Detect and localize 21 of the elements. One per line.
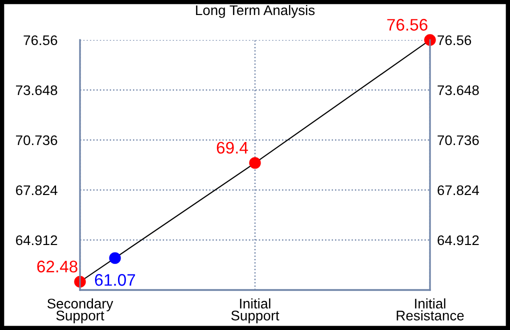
point [424,34,436,46]
y2-tick-label: 70.736 [438,135,479,146]
y2-tick-label: 67.824 [438,185,480,196]
annotation: 61.07 [94,274,136,286]
data-label: 62.48 [37,260,78,272]
y-tick-label: 67.824 [16,185,58,196]
point [249,157,261,169]
y2-tick-label: 73.648 [438,85,479,96]
chart-title: Long Term Analysis [196,4,315,18]
data-label: 69.4 [216,142,248,154]
data-label: 76.56 [387,18,428,31]
x-tick-label: Secondary Support [47,298,114,324]
point [74,276,86,288]
y-tick-label: 76.56 [24,35,58,46]
y-tick-label: 70.736 [16,135,58,146]
y-tick-label: 73.648 [16,85,58,96]
y2-tick-label: 64.912 [438,235,479,246]
x-tick-label: Initial Support [231,298,280,324]
x-tick-label: Initial Resistance [396,298,464,320]
y2-tick-label: 76.56 [438,35,472,46]
y-tick-label: 64.912 [16,235,58,246]
